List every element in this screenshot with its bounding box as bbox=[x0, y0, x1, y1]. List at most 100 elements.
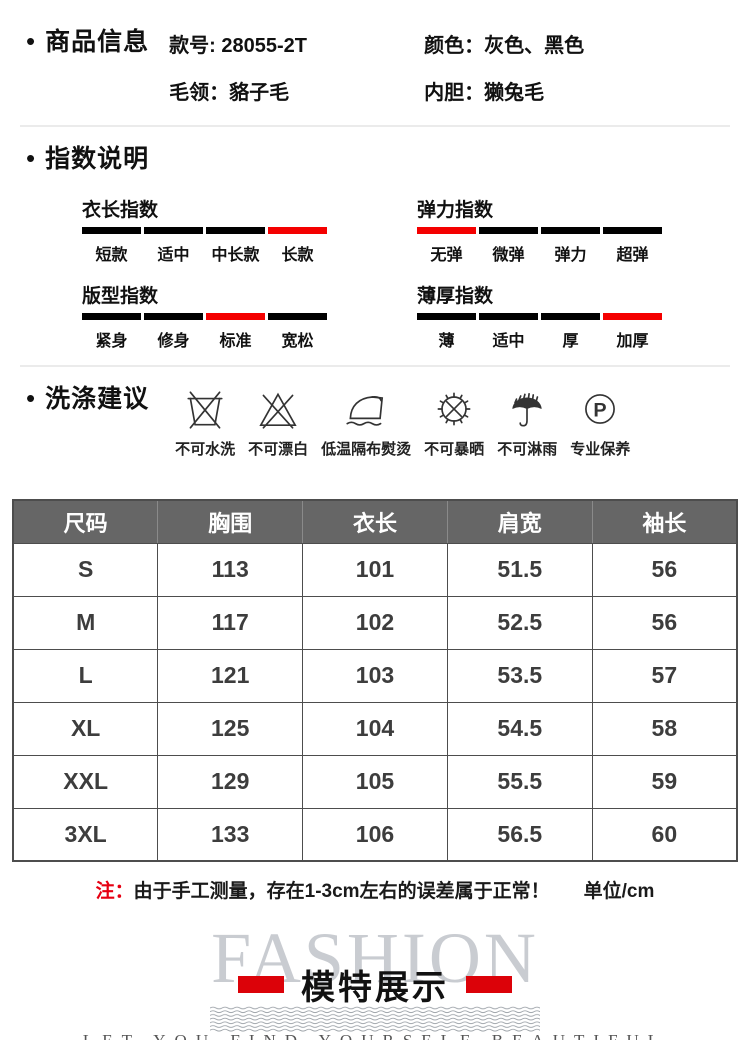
index-bar-segment bbox=[603, 227, 662, 234]
cell: XXL bbox=[12, 754, 159, 809]
color-label: 颜色： bbox=[424, 35, 485, 57]
cell: 54.5 bbox=[446, 701, 593, 756]
note-text: 由于手工测量，存在1-3cm左右的误差属于正常！ bbox=[133, 881, 550, 902]
cell: S bbox=[12, 542, 159, 597]
index-bars bbox=[417, 227, 750, 234]
index-group-title: 衣长指数 bbox=[82, 200, 159, 221]
cell: L bbox=[12, 648, 159, 703]
index-group-title: 薄厚指数 bbox=[417, 286, 494, 307]
style-number-value: 28055-2T bbox=[221, 35, 307, 57]
index-option: 薄 bbox=[438, 333, 455, 350]
cell: 55.5 bbox=[446, 754, 593, 809]
index-option: 无弹 bbox=[430, 247, 463, 264]
col-header-length: 衣长 bbox=[302, 499, 448, 544]
index-option: 宽松 bbox=[281, 333, 314, 350]
bullet-icon: • bbox=[26, 26, 36, 56]
divider bbox=[20, 365, 730, 367]
index-grid: 衣长指数 短款 适中 中长款 长款 弹力指数 无弹 微弹 弹力 超弹 版型指数 紧身 修身 bbox=[26, 195, 750, 351]
index-bar-segment bbox=[144, 227, 203, 234]
red-bar-right bbox=[466, 976, 512, 993]
cell: M bbox=[12, 595, 159, 650]
fur-collar-field: 毛领：貉子毛 bbox=[169, 76, 424, 105]
index-bar-segment-active bbox=[268, 227, 327, 234]
index-bar-segment bbox=[82, 313, 141, 320]
index-group-elasticity: 弹力指数 无弹 微弹 弹力 超弹 bbox=[401, 195, 750, 265]
index-option: 紧身 bbox=[95, 333, 128, 350]
index-option: 短款 bbox=[95, 247, 128, 264]
style-number-field: 款号: 28055-2T bbox=[169, 29, 424, 58]
cell: 106 bbox=[302, 807, 448, 862]
index-labels: 薄 适中 厚 加厚 bbox=[417, 327, 750, 351]
cell: 101 bbox=[302, 542, 448, 597]
cell: 125 bbox=[157, 701, 304, 756]
wash-item: P 专业保养 bbox=[570, 385, 630, 459]
table-row: XXL 129 105 55.5 59 bbox=[12, 754, 738, 809]
cell: 57 bbox=[591, 648, 738, 703]
index-group-fit: 版型指数 紧身 修身 标准 宽松 bbox=[26, 281, 401, 351]
index-option: 标准 bbox=[219, 333, 252, 350]
index-bars bbox=[82, 227, 401, 234]
index-option: 中长款 bbox=[211, 247, 260, 264]
no-rain-icon bbox=[512, 393, 542, 427]
index-group-title: 版型指数 bbox=[82, 286, 159, 307]
wave-pattern-decoration bbox=[210, 1006, 540, 1032]
index-labels: 无弹 微弹 弹力 超弹 bbox=[417, 241, 750, 265]
footer-section: FASHION 模特展示 bbox=[0, 918, 750, 1040]
index-section-title: 指数说明 bbox=[45, 145, 150, 173]
bullet-icon: • bbox=[26, 383, 36, 413]
cell: 52.5 bbox=[446, 595, 593, 650]
liner-value: 獭兔毛 bbox=[484, 82, 545, 104]
style-number-label: 款号: bbox=[169, 35, 216, 57]
index-section: • 指数说明 衣长指数 短款 适中 中长款 长款 弹力指数 无弹 微弹 弹力 超弹 版型指数 bbox=[0, 127, 750, 365]
index-bar-segment bbox=[479, 227, 538, 234]
cell: 56.5 bbox=[446, 807, 593, 862]
cell: XL bbox=[12, 701, 159, 756]
col-header-size: 尺码 bbox=[12, 499, 159, 544]
liner-label: 内胆： bbox=[424, 82, 485, 104]
washing-title: 洗涤建议 bbox=[45, 385, 150, 413]
index-bar-segment bbox=[206, 227, 265, 234]
cell: 56 bbox=[591, 542, 738, 597]
index-option: 适中 bbox=[157, 247, 190, 264]
red-bar-left bbox=[238, 976, 284, 993]
cell: 59 bbox=[591, 754, 738, 809]
cell: 129 bbox=[157, 754, 304, 809]
no-bleach-icon bbox=[259, 392, 297, 429]
index-bar-segment bbox=[541, 313, 600, 320]
care-p-letter: P bbox=[594, 399, 607, 421]
wash-item: 低温隔布熨烫 bbox=[321, 385, 411, 459]
product-info-fields: 款号: 28055-2T 颜色：灰色、黑色 毛领：貉子毛 内胆：獭兔毛 bbox=[169, 29, 584, 105]
cell: 102 bbox=[302, 595, 448, 650]
cell: 53.5 bbox=[446, 648, 593, 703]
index-bar-segment bbox=[417, 313, 476, 320]
wash-item: 不可淋雨 bbox=[497, 385, 557, 459]
index-option: 超弹 bbox=[616, 247, 649, 264]
table-row: S 113 101 51.5 56 bbox=[12, 542, 738, 597]
index-option: 长款 bbox=[281, 247, 314, 264]
index-labels: 紧身 修身 标准 宽松 bbox=[82, 327, 401, 351]
washing-items: 不可水洗 不可漂白 低温隔布熨烫 不可暴晒 bbox=[175, 385, 630, 459]
fur-collar-label: 毛领： bbox=[169, 82, 230, 104]
wash-item: 不可暴晒 bbox=[424, 385, 484, 459]
professional-care-icon: P bbox=[585, 394, 616, 424]
note-prefix: 注： bbox=[95, 881, 134, 902]
wash-item-label: 不可漂白 bbox=[248, 441, 309, 458]
table-row: M 117 102 52.5 56 bbox=[12, 595, 738, 650]
color-field: 颜色：灰色、黑色 bbox=[424, 29, 584, 58]
cell: 51.5 bbox=[446, 542, 593, 597]
index-group-thickness: 薄厚指数 薄 适中 厚 加厚 bbox=[401, 281, 750, 351]
wash-item-label: 不可暴晒 bbox=[424, 441, 485, 458]
cell: 105 bbox=[302, 754, 448, 809]
cell: 103 bbox=[302, 648, 448, 703]
wash-item-label: 不可淋雨 bbox=[497, 441, 558, 458]
index-group-title: 弹力指数 bbox=[417, 200, 494, 221]
footer-tagline: LET YOU FIND YOURSELF BEAUTIFUL bbox=[0, 1031, 750, 1040]
cell: 121 bbox=[157, 648, 304, 703]
index-option: 微弹 bbox=[492, 247, 525, 264]
index-bar-segment-active bbox=[206, 313, 265, 320]
no-wash-icon bbox=[187, 391, 223, 429]
measurement-note: 注：由于手工测量，存在1-3cm左右的误差属于正常！ 单位/cm bbox=[0, 876, 750, 903]
index-bar-segment bbox=[144, 313, 203, 320]
divider bbox=[20, 125, 730, 127]
color-value: 灰色、黑色 bbox=[484, 35, 585, 57]
